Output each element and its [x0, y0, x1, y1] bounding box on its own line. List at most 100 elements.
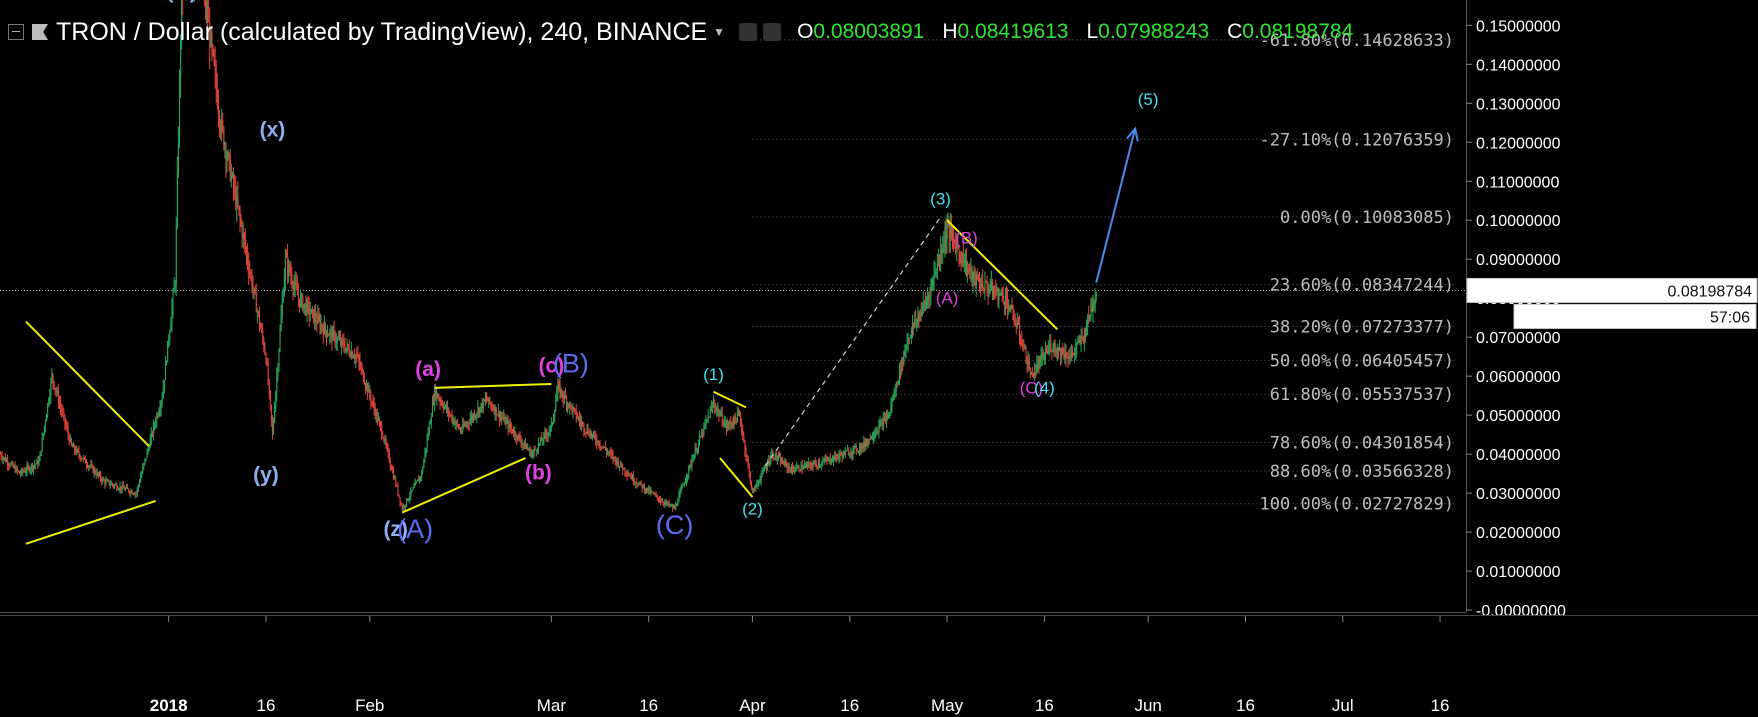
- candle-body: [616, 460, 618, 464]
- candle-body: [1073, 352, 1075, 354]
- candle-body: [477, 408, 479, 414]
- candle-body: [286, 255, 288, 257]
- candle-body: [575, 410, 577, 418]
- candle-body: [296, 287, 298, 295]
- candles[interactable]: [0, 0, 1097, 513]
- candle-body: [843, 451, 845, 456]
- candle-body: [144, 458, 146, 464]
- candle-body: [1, 456, 3, 460]
- candle-body: [310, 309, 312, 314]
- candle-body: [681, 485, 683, 489]
- candle-body: [43, 426, 45, 434]
- trendline[interactable]: [713, 390, 747, 409]
- candle-body: [930, 284, 932, 298]
- gear-icon[interactable]: [763, 23, 782, 41]
- candle-body: [853, 446, 855, 449]
- candle-body: [411, 490, 413, 492]
- fib-level-label: -27.10%(0.12076359): [1260, 130, 1454, 150]
- candle-body: [478, 408, 480, 413]
- candle-body: [1064, 352, 1066, 358]
- candle-body: [928, 295, 930, 300]
- trendline[interactable]: [401, 457, 526, 514]
- candle-body: [892, 399, 894, 401]
- candle-body: [803, 465, 805, 469]
- candle-body: [459, 428, 461, 430]
- candle-body: [846, 450, 848, 452]
- candle-body: [782, 459, 784, 464]
- time-tick-label: 2018: [150, 696, 188, 715]
- symbol-title[interactable]: TRON / Dollar (calculated by TradingView…: [56, 17, 708, 46]
- projection-arrow[interactable]: [1095, 128, 1137, 283]
- candle-body: [881, 421, 883, 428]
- dashed-trendline[interactable]: [764, 216, 942, 467]
- candle-body: [323, 324, 325, 335]
- candle-body: [641, 484, 643, 489]
- candle-body: [542, 440, 544, 442]
- candle-body: [832, 460, 834, 462]
- candle-body: [533, 449, 535, 452]
- candle-body: [895, 382, 897, 391]
- candle-body: [488, 397, 490, 402]
- candle-body: [405, 504, 407, 507]
- candle-body: [300, 297, 302, 306]
- plot-area[interactable]: (w)(x)(y)(z)(A)(a)(b)(c)(B)(C)(1)(2)(3)(…: [0, 0, 1466, 545]
- trendline[interactable]: [946, 219, 1059, 331]
- trendline[interactable]: [719, 457, 754, 498]
- candle-body: [35, 464, 37, 466]
- candle-body: [246, 248, 248, 254]
- candle-body: [349, 354, 351, 357]
- candle-body: [662, 501, 664, 503]
- candle-body: [262, 330, 264, 340]
- candle-body: [583, 423, 585, 431]
- candle-body: [378, 419, 380, 421]
- countdown-badge: [1513, 303, 1757, 329]
- trendline[interactable]: [434, 382, 552, 389]
- candle-body: [812, 464, 814, 467]
- ohlc-high-value: 0.08419613: [957, 20, 1069, 43]
- candle-body: [578, 417, 580, 419]
- candle-body: [580, 420, 582, 424]
- candle-body: [81, 458, 83, 460]
- candle-body: [178, 139, 180, 173]
- candle-body: [565, 394, 567, 399]
- candle-body: [14, 466, 16, 472]
- candle-body: [961, 252, 963, 263]
- candle-body: [15, 467, 17, 472]
- candle-body: [661, 501, 663, 503]
- candle-body: [603, 446, 605, 448]
- fib-level-label: 50.00%(0.06405457): [1270, 351, 1454, 371]
- candle-body: [586, 428, 588, 433]
- current-price-badge: [1466, 277, 1758, 303]
- trendline[interactable]: [25, 320, 150, 448]
- candle-body: [290, 272, 292, 277]
- candle-body: [1011, 304, 1013, 309]
- candle-body: [854, 445, 856, 447]
- candle-body: [255, 293, 257, 313]
- trendline[interactable]: [25, 499, 156, 545]
- candle-body: [806, 464, 808, 466]
- candle-body: [602, 446, 604, 448]
- collapse-icon[interactable]: [8, 24, 24, 40]
- candle-body: [360, 366, 362, 368]
- candle-body: [1040, 355, 1042, 359]
- candle-body: [141, 472, 143, 478]
- candle-body: [943, 243, 945, 249]
- candle-body: [28, 466, 30, 471]
- candle-body: [480, 403, 482, 407]
- candle-body: [223, 127, 225, 148]
- eye-icon[interactable]: [739, 23, 758, 41]
- chevron-down-icon[interactable]: ▼: [713, 25, 726, 39]
- candle-body: [129, 491, 131, 494]
- candle-body: [282, 295, 284, 302]
- candle-body: [1066, 357, 1068, 359]
- ohlc-low-key: L: [1086, 20, 1099, 43]
- candle-body: [639, 481, 641, 484]
- candle-body: [713, 402, 715, 406]
- candle-body: [342, 339, 344, 342]
- candle-body: [807, 464, 809, 467]
- candle-body: [216, 88, 218, 107]
- candle-body: [962, 252, 964, 266]
- candle-body: [606, 449, 608, 453]
- candle-body: [90, 464, 92, 467]
